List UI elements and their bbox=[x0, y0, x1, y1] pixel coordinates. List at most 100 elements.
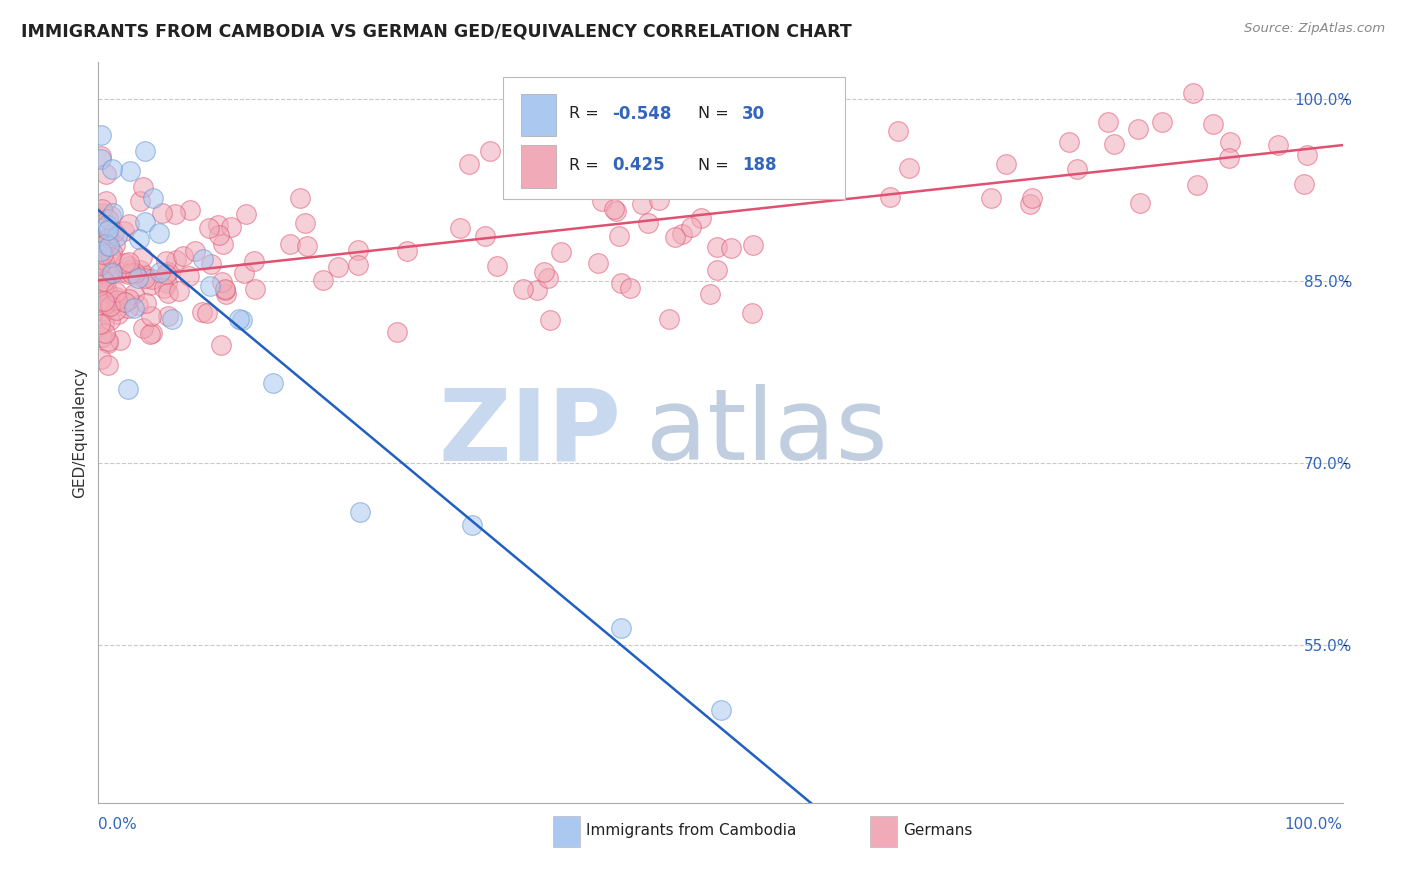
Point bbox=[214, 283, 236, 297]
Point bbox=[211, 275, 233, 289]
Point bbox=[148, 226, 170, 240]
Point bbox=[112, 294, 135, 309]
Point bbox=[486, 259, 509, 273]
Point bbox=[118, 217, 141, 231]
Point bbox=[153, 281, 176, 295]
Point bbox=[243, 254, 266, 268]
Point bbox=[94, 237, 117, 252]
Point bbox=[1021, 191, 1043, 205]
Point bbox=[512, 282, 534, 296]
Point bbox=[90, 128, 112, 143]
Point bbox=[127, 271, 149, 285]
Point bbox=[681, 219, 703, 234]
Point bbox=[94, 194, 117, 209]
Point bbox=[1294, 178, 1316, 192]
Point bbox=[139, 327, 162, 342]
Point bbox=[98, 313, 121, 327]
Point bbox=[131, 250, 153, 264]
Point bbox=[93, 294, 115, 309]
Point bbox=[100, 266, 122, 280]
Point bbox=[98, 295, 121, 310]
Point bbox=[637, 216, 659, 230]
Point bbox=[184, 244, 207, 258]
Point bbox=[121, 262, 143, 277]
Point bbox=[93, 293, 115, 308]
Point bbox=[104, 290, 127, 304]
Bar bbox=[870, 816, 897, 847]
Point bbox=[605, 203, 627, 218]
Point bbox=[741, 306, 763, 320]
Bar bbox=[522, 145, 557, 188]
Text: 0.425: 0.425 bbox=[613, 156, 665, 174]
Point bbox=[141, 326, 163, 340]
Point bbox=[297, 239, 319, 253]
Point bbox=[97, 358, 120, 372]
Point bbox=[179, 268, 201, 283]
Point bbox=[526, 283, 548, 297]
Point bbox=[97, 287, 120, 301]
Point bbox=[449, 220, 471, 235]
Point bbox=[671, 227, 693, 242]
Point bbox=[219, 219, 242, 234]
Point bbox=[128, 194, 150, 208]
Point bbox=[200, 279, 222, 293]
Point bbox=[155, 253, 177, 268]
Point bbox=[89, 252, 111, 266]
Point bbox=[118, 259, 141, 273]
Point bbox=[457, 157, 479, 171]
Point bbox=[134, 271, 156, 285]
Point bbox=[100, 251, 122, 265]
Point bbox=[349, 505, 371, 519]
Point bbox=[96, 285, 118, 299]
Point bbox=[1187, 178, 1209, 193]
Point bbox=[156, 285, 179, 300]
Point bbox=[149, 265, 172, 279]
Point bbox=[122, 286, 145, 301]
Point bbox=[897, 161, 920, 175]
Point bbox=[198, 221, 221, 235]
Point bbox=[1267, 137, 1289, 152]
Point bbox=[97, 223, 120, 237]
Point bbox=[156, 277, 179, 291]
Point bbox=[93, 304, 115, 318]
FancyBboxPatch shape bbox=[503, 78, 845, 200]
Point bbox=[93, 252, 115, 267]
Point bbox=[288, 191, 311, 205]
Point bbox=[664, 230, 686, 244]
Point bbox=[97, 335, 120, 350]
Point bbox=[460, 517, 484, 532]
Point bbox=[231, 313, 253, 327]
Point bbox=[209, 337, 232, 351]
Point bbox=[94, 296, 117, 310]
Point bbox=[156, 265, 179, 279]
Point bbox=[93, 283, 115, 297]
Point bbox=[550, 244, 572, 259]
Point bbox=[655, 165, 678, 179]
Point bbox=[91, 247, 114, 261]
Point bbox=[1019, 196, 1042, 211]
Text: -0.548: -0.548 bbox=[613, 104, 672, 122]
Point bbox=[235, 207, 257, 221]
Point bbox=[1126, 122, 1149, 136]
Text: 30: 30 bbox=[742, 104, 765, 122]
Point bbox=[96, 218, 118, 232]
Point bbox=[90, 281, 112, 295]
Point bbox=[93, 283, 115, 297]
Point bbox=[661, 178, 683, 193]
Point bbox=[233, 266, 256, 280]
Y-axis label: GED/Equivalency: GED/Equivalency bbox=[72, 368, 87, 498]
Point bbox=[96, 168, 118, 182]
Point bbox=[610, 277, 633, 291]
Point bbox=[120, 164, 142, 178]
Point bbox=[141, 310, 163, 324]
Point bbox=[278, 236, 301, 251]
Point bbox=[155, 267, 177, 281]
Point bbox=[139, 277, 162, 292]
Text: 0.0%: 0.0% bbox=[98, 817, 138, 832]
Point bbox=[312, 273, 335, 287]
Point bbox=[89, 258, 111, 272]
Point bbox=[104, 285, 127, 300]
Point bbox=[527, 159, 550, 173]
Point bbox=[1129, 196, 1152, 211]
Point bbox=[710, 703, 733, 717]
